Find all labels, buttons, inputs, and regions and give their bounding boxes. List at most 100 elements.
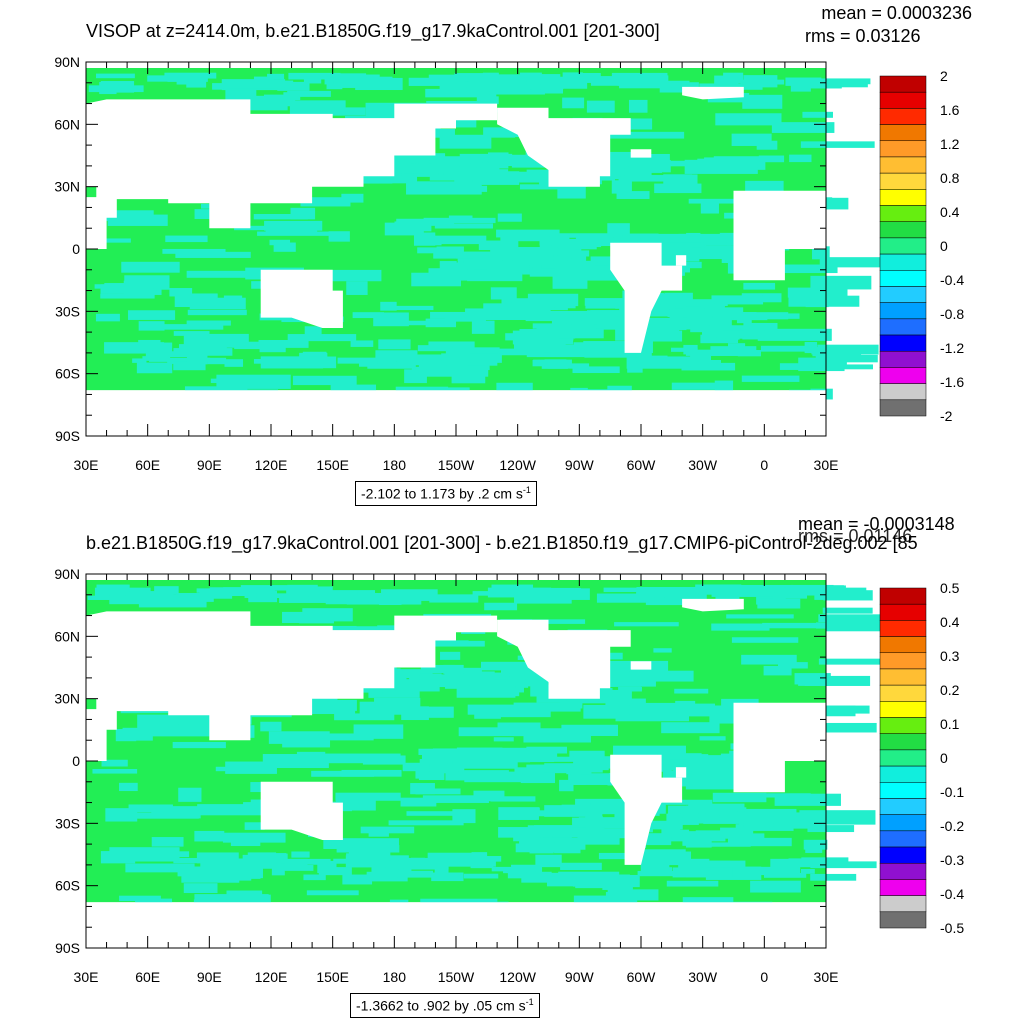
field-patch [323,625,357,633]
colorbar-label: -0.8 [940,306,964,322]
field-patch [742,94,783,109]
field-patch [801,857,849,864]
field-patch [539,239,555,246]
field-patch [420,898,498,906]
field-patch [629,673,671,681]
field-patch [731,637,799,643]
field-patch [679,261,702,269]
y-tick-label: 30S [55,815,80,831]
field-patch [92,769,138,774]
field-patch [627,361,643,373]
field-patch [490,287,517,300]
colorbar-label: -0.2 [940,818,964,834]
x-tick-label: 120W [499,969,536,985]
field-patch [684,159,758,174]
field-patch [157,594,214,602]
field-patch [167,73,208,82]
field-patch [624,168,652,176]
field-patch [270,858,308,867]
field-patch [699,860,731,868]
x-tick-label: 60E [135,969,160,985]
colorbar-swatch [879,172,927,190]
field-patch [396,354,449,366]
field-patch [125,591,174,604]
x-tick-label: 180 [383,969,407,985]
field-patch [505,309,551,315]
field-patch [488,152,509,160]
field-patch [636,355,668,363]
field-patch [222,832,286,843]
field-patch [162,248,226,254]
colorbar-swatch [879,205,927,222]
field-patch [311,770,375,777]
colorbar-swatch [879,587,927,605]
field-patch [397,870,434,878]
field-patch [682,835,711,846]
field-patch [439,134,492,149]
field-patch [511,864,543,874]
field-patch [725,833,765,839]
field-patch [119,782,138,792]
field-patch [712,792,767,803]
y-tick-label: 30N [54,691,80,707]
mean-stat: mean = 0.0003236 [821,3,972,23]
colorbar-swatch [879,782,927,799]
field-patch [228,79,276,89]
field-patch [418,360,447,369]
field-patch [306,890,359,896]
field-patch [506,680,548,687]
field-patch [243,802,266,813]
field-patch [685,870,729,878]
field-patch [671,82,699,88]
field-patch [154,586,179,595]
field-patch [225,860,282,869]
field-patch [420,664,455,674]
field-patch [413,158,430,164]
field-patch [540,756,593,762]
field-patch [740,808,797,817]
field-patch [95,313,120,322]
field-patch [710,346,757,356]
field-patch [790,81,811,92]
field-patch [800,868,815,874]
field-patch [426,100,484,106]
range-unit-exponent: -1 [525,997,534,1007]
field-patch [661,828,681,838]
field-patch [615,714,690,722]
field-patch [290,207,316,220]
colorbar-swatch [879,367,927,384]
field-patch [787,287,848,298]
field-patch [596,593,655,603]
field-patch [770,264,838,274]
x-tick-label: 90E [197,969,222,985]
field-patch [480,162,500,173]
field-patch [299,617,334,624]
y-tick-label: 90N [54,566,80,582]
field-patch [353,724,404,739]
land-mask [610,754,683,865]
field-patch [373,76,393,84]
field-patch [576,236,617,243]
land-mask [682,86,744,100]
field-patch [461,671,495,683]
colorbar-swatch [879,91,927,109]
colorbar-label: 0.4 [940,204,960,220]
field-patch [720,827,754,836]
field-patch [335,792,401,801]
field-patch [86,238,131,243]
field-patch [379,175,418,184]
field-patch [379,592,402,605]
field-patch [634,833,672,846]
field-patch [186,270,253,278]
field-patch [100,293,155,299]
field-patch [427,852,476,863]
field-patch [593,808,632,815]
field-patch [431,156,471,166]
field-patch [743,322,778,331]
field-patch [558,871,620,880]
field-patch [179,344,227,350]
field-patch [611,180,632,194]
range-text: -2.102 to 1.173 by .2 cm s [361,485,523,502]
field-patch [429,763,459,774]
field-patch [471,320,495,334]
